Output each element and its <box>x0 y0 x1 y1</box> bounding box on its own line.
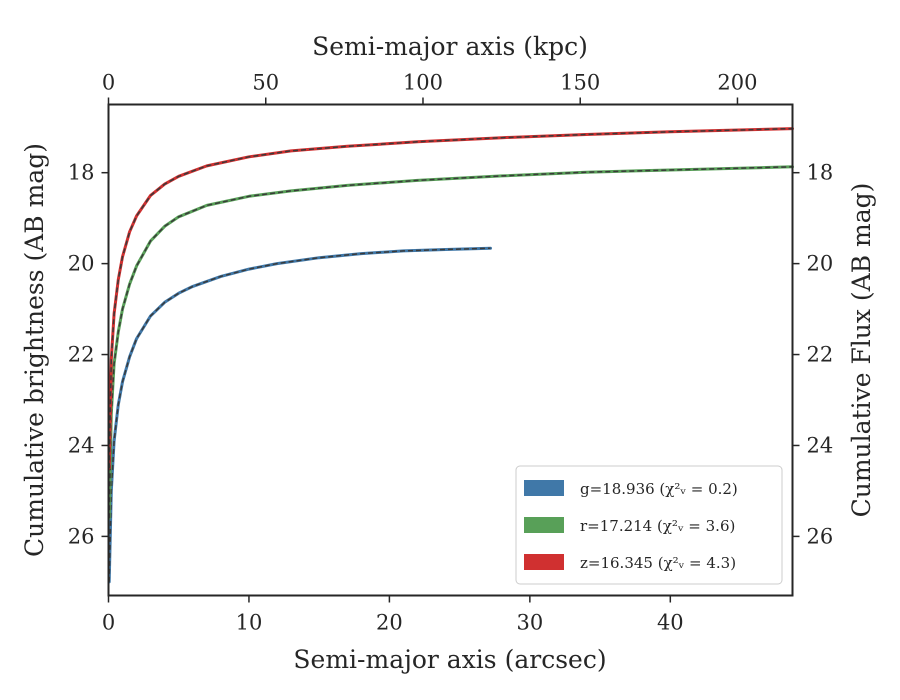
x-tick-label: 0 <box>102 611 115 635</box>
y2-tick-label: 26 <box>807 524 834 548</box>
legend: g=18.936 (χ²ᵥ = 0.2) r=17.214 (χ²ᵥ = 3.6… <box>515 465 783 585</box>
legend-label-z: z=16.345 (χ²ᵥ = 4.3) <box>580 554 736 572</box>
x2-tick-label: 200 <box>717 71 757 95</box>
y-tick-label: 22 <box>68 343 95 367</box>
y-tick-label: 18 <box>68 161 95 185</box>
x-axis-title: Semi-major axis (arcsec) <box>293 645 606 674</box>
series-line-0 <box>107 246 492 584</box>
x2-tick-label: 150 <box>560 71 600 95</box>
y-tick-label: 26 <box>68 524 95 548</box>
y2-tick-label: 20 <box>807 252 834 276</box>
y2-tick-label: 22 <box>807 343 834 367</box>
ticks-layer: 0 10 20 30 40 0 50 100 150 200 18 18 20 20 22 22 24 24 26 2… <box>68 71 833 635</box>
legend-swatch-z <box>524 554 564 570</box>
series-layer <box>107 127 794 584</box>
x2-tick-label: 50 <box>252 71 279 95</box>
x2-axis-title: Semi-major axis (kpc) <box>312 32 588 61</box>
series-model-line-1 <box>108 166 793 519</box>
x2-tick-label: 0 <box>102 71 115 95</box>
plot-frame <box>107 103 794 597</box>
x-tick-label: 10 <box>236 611 263 635</box>
x-tick-label: 20 <box>376 611 403 635</box>
x-tick-label: 30 <box>516 611 543 635</box>
y-tick-label: 20 <box>68 252 95 276</box>
legend-swatch-r <box>524 517 564 533</box>
series-model-line-0 <box>108 247 491 582</box>
legend-swatch-g <box>524 480 564 496</box>
x-tick-label: 40 <box>657 611 684 635</box>
legend-frame <box>515 465 783 585</box>
legend-label-g: g=18.936 (χ²ᵥ = 0.2) <box>580 480 738 498</box>
y-tick-label: 24 <box>68 433 95 457</box>
series-model-line-2 <box>108 127 793 469</box>
y2-axis-title: Cumulative Flux (AB mag) <box>847 183 876 518</box>
x2-tick-label: 100 <box>403 71 443 95</box>
y2-tick-label: 24 <box>807 433 834 457</box>
legend-label-r: r=17.214 (χ²ᵥ = 3.6) <box>580 517 735 535</box>
y2-tick-label: 18 <box>807 161 834 185</box>
y-axis-title: Cumulative brightness (AB mag) <box>20 143 49 557</box>
series-line-1 <box>107 165 794 520</box>
